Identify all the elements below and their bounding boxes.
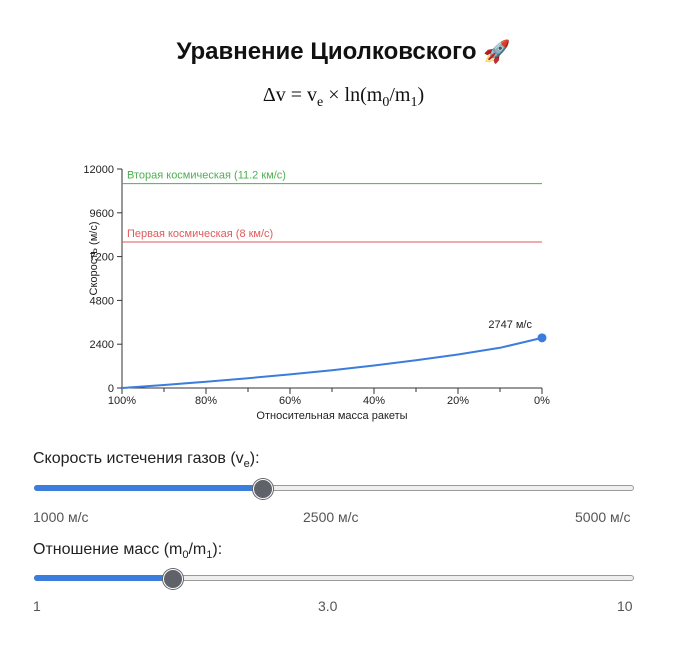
rocket-velocity-chart: 0 2400 4800 7200 9600 12000 100% 80% 60% 40% 20% 0%… [83, 164, 550, 422]
formula-mid: × ln(m [323, 84, 383, 106]
formula-sub-e: e [317, 95, 324, 110]
formula-end: ) [417, 84, 425, 106]
exhaust-velocity-fill [34, 485, 262, 491]
x-axis-label: Относительная масса ракеты [256, 410, 407, 422]
formula: Δv = ve × ln(m0/m1) [0, 84, 687, 111]
y-tick-label-0: 0 [108, 383, 114, 395]
exhaust-label-sub: e [243, 458, 250, 471]
exhaust-velocity-label: Скорость истечения газов (ve): [33, 450, 260, 470]
reference-label-0: Вторая космическая (11.2 км/с) [127, 170, 286, 182]
title-text: Уравнение Циолковского [176, 38, 477, 65]
end-point-marker [537, 333, 547, 343]
y-tick-label-4: 9600 [90, 208, 114, 220]
mass-ratio-thumb[interactable] [163, 569, 183, 589]
mass-min-label: 1 [33, 598, 41, 614]
formula-sub-0: 0 [382, 95, 390, 110]
x-tick-label-3: 40% [363, 395, 385, 407]
x-tick-label-5: 0% [534, 395, 550, 407]
y-tick-label-5: 12000 [83, 164, 114, 176]
mass-label-sub0: 0 [182, 549, 189, 562]
y-tick-label-2: 4800 [90, 295, 114, 307]
formula-mid2: /m [389, 84, 411, 106]
rocket-icon: 🚀 [483, 40, 511, 65]
x-tick-label-2: 60% [279, 395, 301, 407]
mass-label-post: ): [212, 541, 223, 558]
formula-lhs: Δv = v [262, 84, 318, 106]
exhaust-velocity-thumb[interactable] [253, 479, 273, 499]
mass-label-mid: /m [188, 541, 207, 558]
x-tick-label-4: 20% [447, 395, 469, 407]
mass-label-sub1: 1 [206, 549, 213, 562]
mass-ratio-label: Отношение масс (m0/m1): [33, 541, 222, 561]
exhaust-max-label: 5000 м/с [575, 509, 631, 525]
mass-max-label: 10 [617, 598, 633, 614]
mass-ratio-fill [34, 575, 172, 581]
reference-label-1: Первая космическая (8 км/с) [127, 228, 273, 240]
formula-sub-1: 1 [410, 95, 418, 110]
exhaust-mid-label: 2500 м/с [303, 509, 359, 525]
page-title: Уравнение Циолковского 🚀 [0, 38, 687, 66]
exhaust-label-pre: Скорость истечения газов (v [33, 450, 244, 467]
mass-mid-label: 3.0 [318, 598, 338, 614]
exhaust-min-label: 1000 м/с [33, 509, 89, 525]
x-tick-label-1: 80% [195, 395, 217, 407]
y-axis-label: Скорость (м/с) [88, 221, 100, 295]
exhaust-label-post: ): [249, 450, 260, 467]
end-point-label: 2747 м/с [488, 319, 532, 331]
series-line-0 [121, 336, 543, 389]
y-tick-label-3: 7200 [90, 252, 114, 264]
mass-label-pre: Отношение масс (m [33, 541, 183, 558]
x-tick-label-0: 100% [108, 395, 136, 407]
y-tick-label-1: 2400 [90, 339, 114, 351]
